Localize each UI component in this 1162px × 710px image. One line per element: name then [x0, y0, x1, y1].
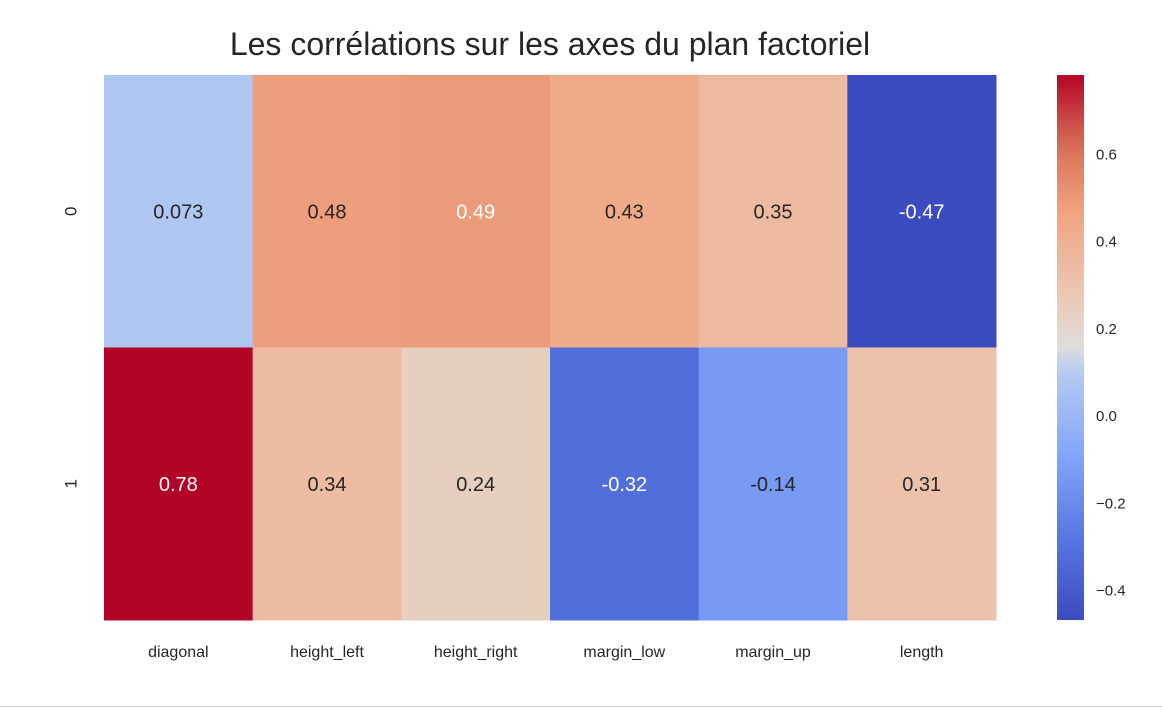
- cell-value-label: 0.78: [159, 474, 198, 496]
- y-tick-labels: 01: [61, 207, 80, 489]
- cell-value-label: 0.24: [456, 474, 495, 496]
- heatmap-cells: 0.073 0.48 0.49 0.43 0.35 -0.47 0.78 0.34 0.24 -0…: [104, 75, 997, 621]
- bottom-divider: [0, 706, 1162, 707]
- x-tick-label: height_left: [290, 644, 364, 661]
- x-tick-label: height_right: [434, 644, 518, 661]
- cell-value-label: 0.43: [605, 201, 644, 223]
- cell-value-label: 0.34: [308, 474, 347, 496]
- heatmap-cell: [550, 75, 700, 348]
- colorbar-tick-label: 0.6: [1096, 146, 1117, 163]
- x-tick-labels: diagonal height_left height_right margin_lo…: [148, 644, 943, 661]
- colorbar: −0.4 −0.2 0.0 0.2 0.4 0.6: [1057, 75, 1126, 620]
- x-tick-label: diagonal: [148, 644, 209, 661]
- cell-value-label: -0.47: [899, 201, 945, 223]
- cell-value-label: 0.35: [754, 201, 793, 223]
- colorbar-tick-label: 0.0: [1096, 408, 1117, 425]
- cell-value-label: 0.48: [308, 201, 347, 223]
- x-tick-label: margin_up: [735, 644, 811, 661]
- colorbar-tick-label: 0.2: [1096, 321, 1117, 338]
- colorbar-gradient: [1057, 75, 1084, 620]
- heatmap-cell: [698, 75, 848, 348]
- x-tick-label: length: [900, 644, 944, 661]
- heatmap-cell: [252, 75, 402, 348]
- chart-title: Les corrélations sur les axes du plan fa…: [229, 26, 871, 62]
- colorbar-tick-label: −0.2: [1096, 495, 1126, 512]
- cell-value-label: -0.32: [602, 474, 648, 496]
- cell-value-label: 0.073: [153, 201, 203, 223]
- heatmap-cell: [104, 347, 254, 621]
- heatmap-cell: [104, 75, 254, 348]
- cell-value-label: 0.49: [456, 201, 495, 223]
- cell-value-label: -0.14: [750, 474, 796, 496]
- x-tick-label: margin_low: [583, 644, 665, 661]
- heatmap-cell: [252, 347, 402, 621]
- y-tick-label: 0: [61, 207, 80, 216]
- heatmap-cell: [847, 75, 997, 348]
- heatmap-cell: [847, 347, 997, 621]
- heatmap-cell: [550, 347, 700, 621]
- cell-value-label: 0.31: [902, 474, 941, 496]
- heatmap-cell: [401, 75, 551, 348]
- colorbar-tick-label: 0.4: [1096, 234, 1117, 251]
- heatmap-cell: [401, 347, 551, 621]
- colorbar-tick-label: −0.4: [1096, 582, 1126, 599]
- y-tick-label: 1: [61, 479, 80, 488]
- heatmap-cell: [698, 347, 848, 621]
